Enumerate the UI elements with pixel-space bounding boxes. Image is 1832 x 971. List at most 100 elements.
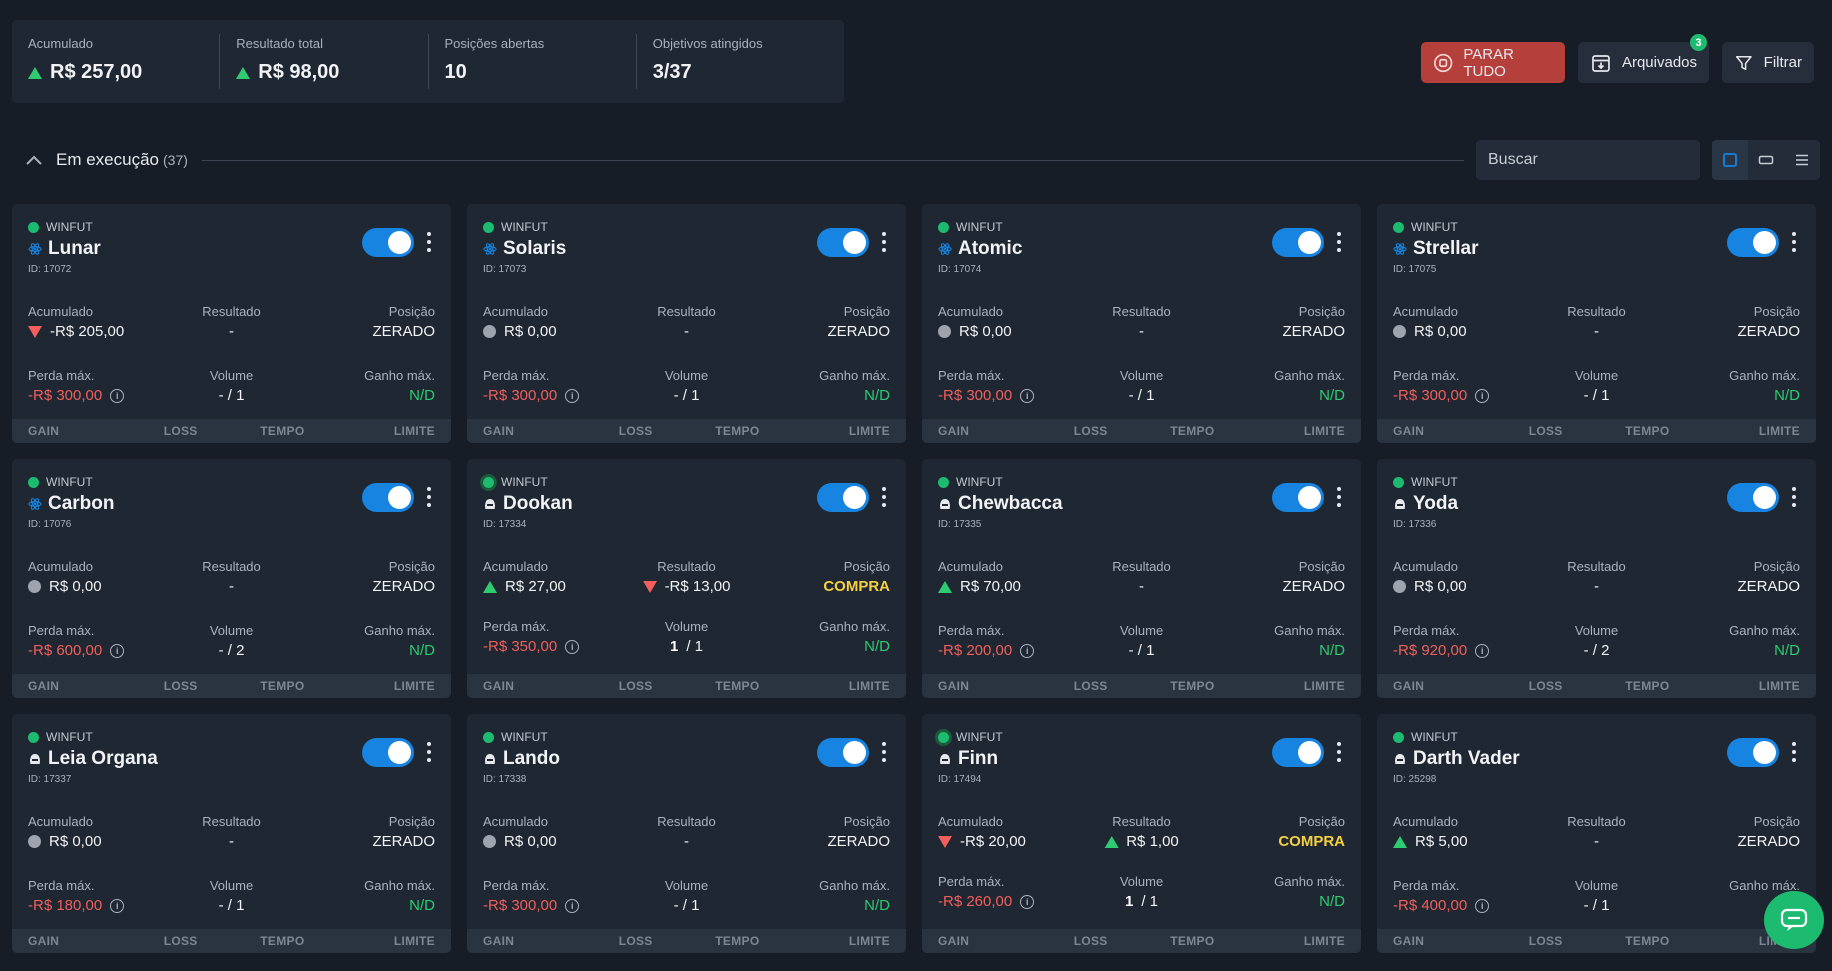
strategy-card[interactable]: WINFUT Lunar ID: 17072 Acumulado -R$ 205,00 R… xyxy=(12,204,451,443)
trend-down-icon xyxy=(938,835,952,848)
chat-button[interactable] xyxy=(1764,891,1824,949)
max-loss-label: Perda máx. xyxy=(28,623,95,638)
strategy-name: Leia Organa xyxy=(48,748,158,769)
summary-value: R$ 257,00 xyxy=(50,61,143,83)
more-options-icon[interactable] xyxy=(424,230,434,254)
info-icon[interactable]: i xyxy=(1475,643,1490,658)
info-icon[interactable]: i xyxy=(110,388,125,403)
square-icon xyxy=(1723,153,1737,167)
max-loss-label: Perda máx. xyxy=(938,874,1005,889)
max-gain-label: Ganho máx. xyxy=(364,878,435,893)
status-online-icon xyxy=(28,476,39,488)
footer-tempo: TEMPO xyxy=(260,424,305,438)
strategy-toggle[interactable] xyxy=(1727,738,1779,767)
accumulated-value: R$ 0,00 xyxy=(49,578,102,595)
max-loss-label: Perda máx. xyxy=(483,368,550,383)
info-icon[interactable]: i xyxy=(110,898,125,913)
strategy-card[interactable]: WINFUT Solaris ID: 17073 Acumulado R$ 0,00 Re… xyxy=(467,204,906,443)
info-icon[interactable]: i xyxy=(110,643,125,658)
result-value: - xyxy=(1593,323,1599,340)
strategy-toggle[interactable] xyxy=(1727,483,1779,512)
stop-all-label: PARAR TUDO xyxy=(1463,45,1514,80)
strategy-toggle[interactable] xyxy=(362,738,414,767)
position-value: ZERADO xyxy=(827,323,890,340)
strategy-id: ID: 17072 xyxy=(28,264,72,275)
accumulated-label: Acumulado xyxy=(28,814,94,829)
volume-label: Volume xyxy=(209,623,254,638)
more-options-icon[interactable] xyxy=(879,230,889,254)
trend-down-icon xyxy=(642,580,657,593)
more-options-icon[interactable] xyxy=(1334,230,1344,254)
info-icon[interactable]: i xyxy=(1020,894,1035,909)
strategy-toggle[interactable] xyxy=(1272,738,1324,767)
max-gain-value: N/D xyxy=(409,897,435,914)
position-label: Posição xyxy=(1298,814,1345,829)
search-input[interactable] xyxy=(1488,151,1695,169)
strategy-card[interactable]: WINFUT Yoda ID: 17336 Acumulado R$ 0,00 Resul… xyxy=(1377,459,1816,698)
volume-value: 1 / 1 xyxy=(669,638,704,655)
strategy-toggle[interactable] xyxy=(1727,228,1779,257)
info-icon[interactable]: i xyxy=(565,639,580,654)
strategy-toggle[interactable] xyxy=(817,228,869,257)
footer-loss: LOSS xyxy=(618,679,653,693)
collapse-chevron-icon[interactable] xyxy=(18,144,50,176)
exchange-label: WINFUT xyxy=(46,475,93,489)
info-icon[interactable]: i xyxy=(1475,898,1490,913)
position-value: ZERADO xyxy=(827,833,890,850)
volume-label: Volume xyxy=(1119,368,1164,383)
strategy-card[interactable]: WINFUT Finn ID: 17494 Acumulado -R$ 20,00 Res… xyxy=(922,714,1361,953)
stop-all-button[interactable]: PARAR TUDO xyxy=(1421,42,1565,83)
result-value: R$ 1,00 xyxy=(1126,833,1179,850)
more-options-icon[interactable] xyxy=(1789,230,1799,254)
more-options-icon[interactable] xyxy=(424,740,434,764)
more-options-icon[interactable] xyxy=(879,740,889,764)
strategy-toggle[interactable] xyxy=(362,228,414,257)
position-label: Posição xyxy=(1753,814,1800,829)
more-options-icon[interactable] xyxy=(1334,740,1344,764)
more-options-icon[interactable] xyxy=(1334,485,1344,509)
strategy-card[interactable]: WINFUT Darth Vader ID: 25298 Acumulado R$ 5,… xyxy=(1377,714,1816,953)
status-online-icon xyxy=(483,476,494,488)
strategy-toggle[interactable] xyxy=(817,483,869,512)
max-loss-value: -R$ 300,00 xyxy=(938,387,1013,404)
strategy-card[interactable]: WINFUT Lando ID: 17338 Acumulado R$ 0,00 Resu… xyxy=(467,714,906,953)
max-loss-label: Perda máx. xyxy=(483,878,550,893)
info-icon[interactable]: i xyxy=(1020,388,1035,403)
info-icon[interactable]: i xyxy=(565,898,580,913)
strategy-card[interactable]: WINFUT Carbon ID: 17076 Acumulado R$ 0,00 Res… xyxy=(12,459,451,698)
volume-label: Volume xyxy=(1574,623,1619,638)
strategy-toggle[interactable] xyxy=(817,738,869,767)
strategy-card[interactable]: WINFUT Strellar ID: 17075 Acumulado R$ 0,00 R… xyxy=(1377,204,1816,443)
info-icon[interactable]: i xyxy=(1475,388,1490,403)
strategy-toggle[interactable] xyxy=(1272,483,1324,512)
max-gain-label: Ganho máx. xyxy=(819,368,890,383)
strategy-card[interactable]: WINFUT Dookan ID: 17334 Acumulado R$ 27,00 Re… xyxy=(467,459,906,698)
archived-button[interactable]: Arquivados 3 xyxy=(1578,34,1709,83)
trend-up-icon xyxy=(1393,835,1407,848)
grid-view-button[interactable] xyxy=(1712,140,1748,180)
compact-view-button[interactable] xyxy=(1748,140,1784,180)
filter-button[interactable]: Filtrar xyxy=(1722,42,1814,83)
accumulated-value: -R$ 20,00 xyxy=(960,833,1026,850)
strategy-toggle[interactable] xyxy=(362,483,414,512)
max-loss-label: Perda máx. xyxy=(28,368,95,383)
strategy-card[interactable]: WINFUT Atomic ID: 17074 Acumulado R$ 0,00 Res… xyxy=(922,204,1361,443)
more-options-icon[interactable] xyxy=(1789,485,1799,509)
strategy-grid: WINFUT Lunar ID: 17072 Acumulado -R$ 205,00 R… xyxy=(12,204,1816,953)
more-options-icon[interactable] xyxy=(879,485,889,509)
more-options-icon[interactable] xyxy=(1789,740,1799,764)
trend-up-icon xyxy=(938,580,952,593)
info-icon[interactable]: i xyxy=(565,388,580,403)
result-value: - xyxy=(683,833,689,850)
strategy-card[interactable]: WINFUT Leia Organa ID: 17337 Acumulado R$ 0,… xyxy=(12,714,451,953)
strategy-toggle[interactable] xyxy=(1272,228,1324,257)
more-options-icon[interactable] xyxy=(424,485,434,509)
info-icon[interactable]: i xyxy=(1020,643,1035,658)
list-view-button[interactable] xyxy=(1784,140,1820,180)
max-loss-value: -R$ 200,00 xyxy=(938,642,1013,659)
result-label: Resultado xyxy=(202,304,261,319)
footer-loss: LOSS xyxy=(1073,424,1108,438)
strategy-card[interactable]: WINFUT Chewbacca ID: 17335 Acumulado R$ 70,0… xyxy=(922,459,1361,698)
accumulated-label: Acumulado xyxy=(483,559,549,574)
accumulated-value: R$ 0,00 xyxy=(959,323,1012,340)
